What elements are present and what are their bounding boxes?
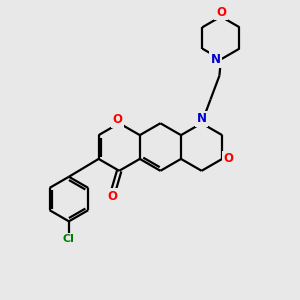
Text: N: N (196, 112, 207, 125)
Text: N: N (211, 53, 220, 66)
Text: O: O (216, 6, 226, 19)
Text: O: O (224, 152, 234, 165)
Text: O: O (113, 113, 123, 126)
Text: Cl: Cl (63, 234, 75, 244)
Text: O: O (108, 190, 118, 203)
